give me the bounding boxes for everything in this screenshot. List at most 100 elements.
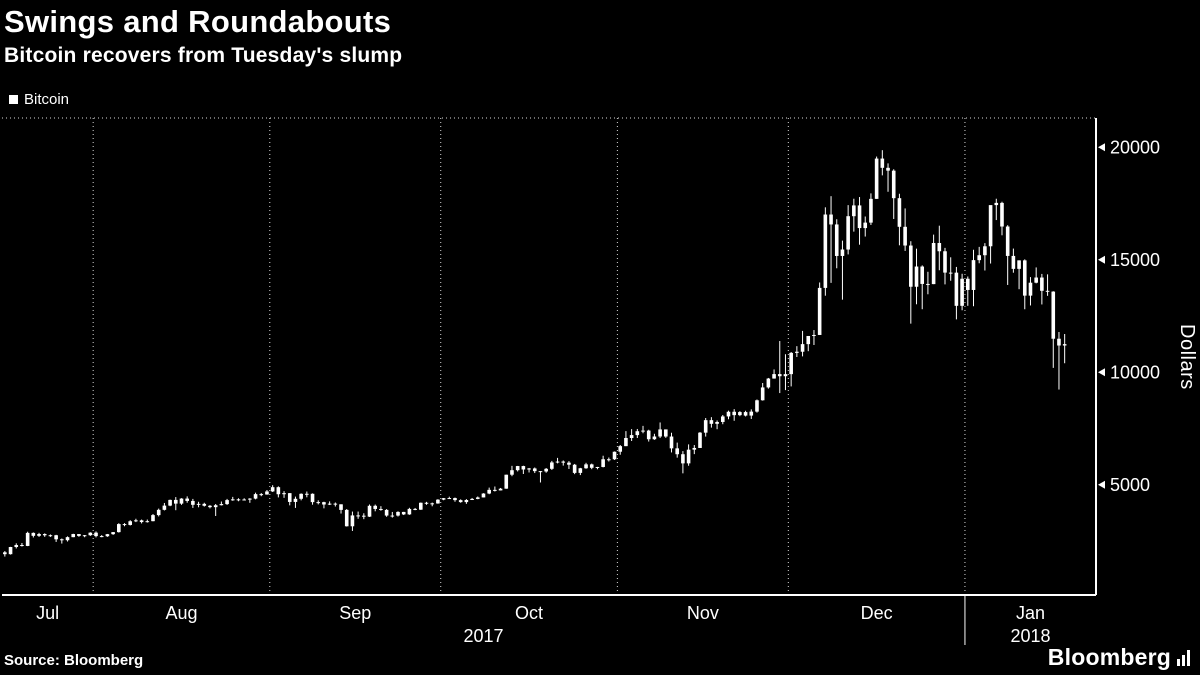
candle-body: [99, 536, 104, 538]
bloomberg-logo: Bloomberg: [1048, 644, 1192, 671]
candle-body: [122, 524, 127, 526]
candle-body: [418, 502, 423, 510]
candle-body: [339, 504, 343, 510]
candle-body: [886, 167, 890, 171]
candle-body: [931, 242, 936, 285]
candle-body: [1062, 344, 1067, 346]
candle-body: [1000, 202, 1004, 227]
candle-body: [812, 334, 816, 336]
candle-body: [641, 430, 645, 432]
candle-body: [629, 435, 634, 438]
candle-body: [168, 499, 172, 506]
candle-body: [407, 508, 412, 515]
candle-body: [869, 198, 873, 223]
candle-body: [897, 198, 902, 227]
candle-body: [988, 205, 993, 247]
candle-body: [350, 515, 355, 527]
candle-body: [578, 468, 583, 473]
candle-body: [607, 459, 611, 461]
x-year-label: 2017: [463, 626, 503, 646]
candle-body: [14, 545, 19, 548]
candle-body: [447, 498, 452, 500]
candle-body: [367, 505, 372, 517]
candle-body: [738, 412, 742, 416]
candle-body: [8, 547, 13, 555]
candle-body: [173, 499, 178, 504]
candle-body: [903, 226, 907, 246]
candle-body: [937, 242, 942, 252]
candle-body: [891, 170, 896, 199]
candle-body: [783, 374, 788, 377]
candle-body: [595, 466, 600, 468]
candle-body: [743, 412, 748, 416]
candle-body: [857, 205, 862, 229]
candle-body: [1011, 255, 1016, 269]
candle-body: [612, 451, 617, 460]
candle-body: [635, 431, 640, 436]
bloomberg-bars-icon: [1177, 649, 1190, 666]
candle-body: [88, 532, 93, 536]
candle-body: [948, 272, 953, 274]
candle-body: [561, 461, 566, 463]
candle-body: [977, 255, 981, 261]
candle-body: [920, 266, 925, 284]
candle-body: [664, 429, 668, 437]
candle-body: [703, 420, 708, 433]
candle-body: [145, 521, 150, 523]
candle-body: [840, 249, 845, 256]
candle-body: [230, 499, 235, 501]
y-tick-label: 10000: [1110, 362, 1160, 382]
candle-body: [914, 266, 919, 287]
x-month-label: Jan: [1016, 603, 1045, 623]
candle-body: [880, 158, 885, 168]
candle-body: [669, 436, 674, 449]
candle-body: [909, 245, 913, 287]
candle-body: [475, 497, 480, 499]
candle-body: [1051, 291, 1056, 339]
candle-body: [692, 447, 697, 450]
candle-body: [681, 454, 685, 464]
candle-body: [720, 416, 725, 422]
candle-body: [1045, 290, 1050, 292]
candle-body: [134, 520, 138, 522]
candle-body: [527, 468, 531, 470]
candle-body: [470, 498, 474, 501]
candle-body: [760, 387, 765, 401]
candle-body: [686, 449, 691, 464]
candle-body: [510, 470, 514, 475]
candle-body: [299, 493, 303, 499]
candle-body: [396, 511, 400, 516]
candle-body: [282, 493, 286, 495]
candle-body: [373, 505, 378, 509]
candle-body: [276, 487, 281, 495]
candle-body: [117, 524, 121, 533]
candle-body: [424, 502, 429, 504]
chart-subtitle: Bitcoin recovers from Tuesday's slump: [4, 44, 403, 67]
candle-body: [983, 246, 987, 256]
candle-body: [453, 498, 457, 501]
candle-body: [874, 158, 879, 199]
candle-body: [242, 499, 246, 501]
candle-body: [749, 411, 754, 416]
candle-body: [624, 437, 628, 447]
y-axis-title-wrap: Dollars: [1175, 118, 1198, 595]
candle-body: [464, 500, 469, 503]
candle-body: [270, 487, 275, 492]
candle-body: [863, 222, 868, 229]
candle-body: [42, 534, 47, 536]
candle-body: [310, 493, 315, 503]
candle-body: [954, 272, 959, 306]
candle-body: [3, 552, 7, 555]
candle-body: [139, 520, 144, 523]
candle-body: [25, 532, 30, 546]
source-note: Source: Bloomberg: [4, 652, 144, 669]
candle-body: [1034, 277, 1038, 283]
candle-body: [401, 511, 406, 515]
candle-body: [675, 448, 680, 455]
candle-body: [248, 498, 252, 500]
candle-body: [333, 503, 338, 505]
candle-body: [48, 535, 53, 537]
candle-body: [532, 468, 537, 472]
y-axis-title: Dollars: [1176, 323, 1198, 390]
